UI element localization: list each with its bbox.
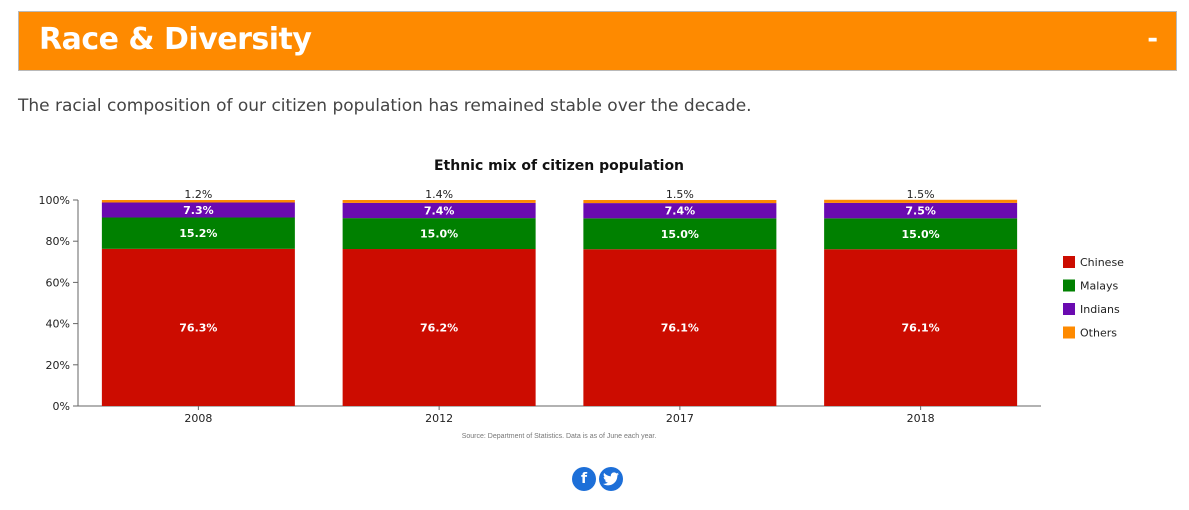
data-label: 1.4% xyxy=(425,188,453,201)
x-tick-label: 2017 xyxy=(666,412,694,425)
y-tick-label: 0% xyxy=(53,400,70,413)
legend-swatch-malays xyxy=(1063,279,1075,292)
bar-malays-2017 xyxy=(583,218,777,250)
facebook-icon[interactable]: f xyxy=(572,467,596,491)
data-label: 76.2% xyxy=(420,322,458,335)
y-tick-label: 80% xyxy=(46,235,70,248)
bar-chinese-2012 xyxy=(342,249,536,406)
data-label: 1.5% xyxy=(666,188,694,201)
bar-malays-2018 xyxy=(824,218,1018,250)
y-tick-label: 20% xyxy=(46,359,70,372)
data-label: 15.0% xyxy=(902,228,940,241)
y-tick-label: 60% xyxy=(46,276,70,289)
stacked-bar-chart: Ethnic mix of citizen population 0% 20% 40%… xyxy=(39,158,1125,440)
x-tick-label: 2018 xyxy=(907,412,935,425)
bar-indians-2017 xyxy=(583,203,777,219)
data-label: 7.4% xyxy=(665,205,696,218)
bar-indians-2018 xyxy=(824,202,1018,219)
chart-title: Ethnic mix of citizen population xyxy=(434,158,684,174)
collapse-button[interactable]: - xyxy=(1147,24,1158,54)
bar-chinese-2017 xyxy=(583,249,777,406)
intro-text: The racial composition of our citizen po… xyxy=(18,96,752,116)
legend-swatch-indians xyxy=(1063,303,1075,315)
legend-swatch-chinese xyxy=(1063,256,1075,268)
data-label: 15.0% xyxy=(420,228,458,241)
bar-chinese-2008 xyxy=(101,248,295,406)
y-tick-label: 100% xyxy=(39,194,70,207)
x-tick-label: 2012 xyxy=(425,412,453,425)
data-label: 1.5% xyxy=(907,188,935,201)
data-label: 76.1% xyxy=(902,322,940,335)
x-tick-label: 2008 xyxy=(184,412,212,425)
data-label: 76.1% xyxy=(661,322,699,335)
chart-container: Ethnic mix of citizen population 0% 20% 40%… xyxy=(0,140,1189,450)
bar-malays-2012 xyxy=(342,218,536,250)
bar-others-2017 xyxy=(583,200,777,204)
bar-others-2008 xyxy=(101,200,295,203)
bar-indians-2008 xyxy=(101,202,295,218)
social-share: f xyxy=(572,467,623,491)
bar-others-2012 xyxy=(342,200,536,203)
data-label: 7.3% xyxy=(183,204,214,217)
data-label: 15.0% xyxy=(661,228,699,241)
bar-indians-2012 xyxy=(342,202,536,219)
twitter-bird-glyph xyxy=(603,472,619,486)
data-label: 7.4% xyxy=(424,205,455,218)
section-title: Race & Diversity xyxy=(39,22,312,57)
section-header[interactable]: Race & Diversity - xyxy=(18,11,1177,71)
data-label: 1.2% xyxy=(184,188,212,201)
twitter-icon[interactable] xyxy=(599,467,623,491)
legend-label-chinese: Chinese xyxy=(1080,256,1124,269)
legend-swatch-others xyxy=(1063,326,1075,339)
bar-others-2018 xyxy=(824,199,1018,203)
data-label: 7.5% xyxy=(905,205,936,218)
bar-malays-2008 xyxy=(101,217,295,249)
data-label: 15.2% xyxy=(179,227,217,240)
chart-source: Source: Department of Statistics. Data i… xyxy=(462,433,657,440)
legend-label-indians: Indians xyxy=(1080,303,1120,316)
legend-label-others: Others xyxy=(1080,327,1117,340)
data-label: 76.3% xyxy=(179,321,217,334)
y-tick-label: 40% xyxy=(46,318,70,331)
legend-label-malays: Malays xyxy=(1080,280,1119,293)
bar-chinese-2018 xyxy=(824,249,1018,406)
